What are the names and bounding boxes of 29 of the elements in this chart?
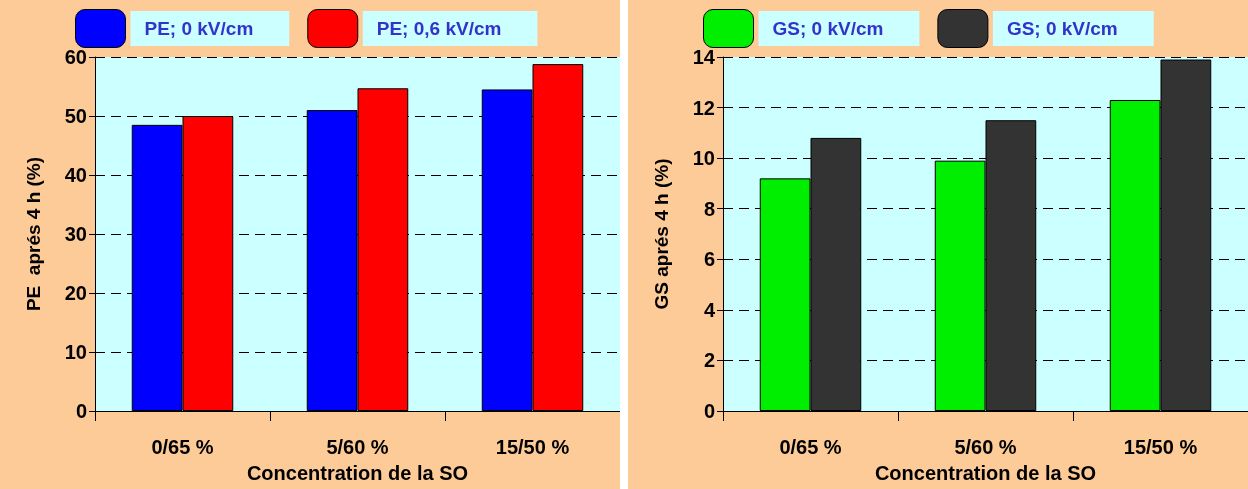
x-tick-label: 15/50 % bbox=[1123, 436, 1198, 458]
y-tick-label: 10 bbox=[64, 341, 87, 363]
y-tick-label: 2 bbox=[703, 349, 715, 372]
y-tick-label: 50 bbox=[64, 105, 87, 127]
legend-label: PE; 0 kV/cm bbox=[144, 18, 254, 39]
x-tick-label: 5/60 % bbox=[954, 436, 1017, 458]
y-tick-label: 20 bbox=[64, 282, 87, 304]
x-tick-label: 0/65 % bbox=[779, 436, 842, 458]
x-tick-label: 5/60 % bbox=[326, 436, 389, 458]
y-tick-label: 60 bbox=[64, 46, 87, 68]
legend-label: GS; 0 kV/cm bbox=[772, 18, 884, 39]
y-tick-label: 4 bbox=[703, 298, 716, 321]
x-tick-label: 15/50 % bbox=[495, 436, 570, 458]
y-tick-label: 0 bbox=[75, 400, 87, 422]
y-axis-title: GS aprés 4 h (%) bbox=[651, 158, 672, 310]
y-tick-label: 10 bbox=[692, 147, 715, 170]
x-tick-label: 0/65 % bbox=[151, 436, 214, 458]
y-axis-title: PE aprés 4 h (%) bbox=[23, 156, 44, 312]
y-tick-label: 14 bbox=[692, 46, 716, 68]
x-axis-title: Concentration de la SO bbox=[246, 462, 469, 484]
legend-label: GS; 0 kV/cm bbox=[1006, 18, 1118, 39]
y-tick-label: 12 bbox=[692, 96, 715, 119]
y-tick-label: 0 bbox=[703, 400, 715, 422]
y-tick-label: 40 bbox=[64, 164, 87, 186]
y-tick-label: 6 bbox=[703, 248, 715, 271]
y-tick-label: 30 bbox=[64, 223, 87, 245]
x-axis-title: Concentration de la SO bbox=[874, 462, 1097, 484]
y-tick-label: 8 bbox=[703, 197, 715, 220]
legend-label: PE; 0,6 kV/cm bbox=[376, 18, 502, 39]
